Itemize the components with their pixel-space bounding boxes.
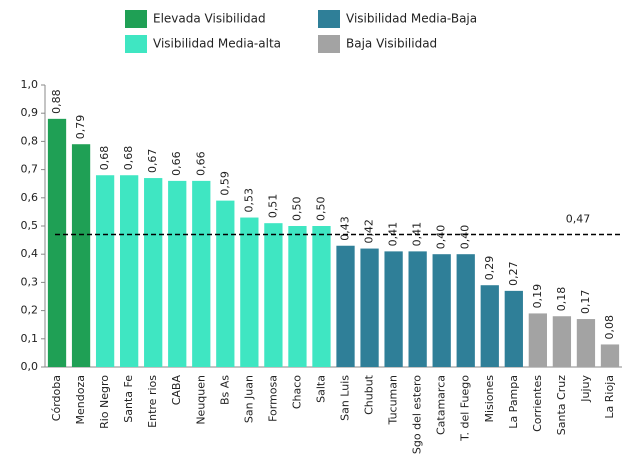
value-label: 0,66 bbox=[170, 151, 183, 176]
bar bbox=[312, 226, 331, 367]
value-label: 0,53 bbox=[242, 188, 255, 213]
x-tick-label: Chubut bbox=[363, 374, 376, 415]
y-tick-label: 0,8 bbox=[21, 134, 39, 147]
value-label: 0,68 bbox=[122, 146, 135, 171]
y-tick-label: 1,0 bbox=[21, 78, 39, 91]
value-label: 0,50 bbox=[290, 197, 303, 222]
x-tick-label: San Luis bbox=[339, 375, 352, 421]
y-tick-label: 0,4 bbox=[21, 247, 39, 260]
bar bbox=[192, 180, 211, 367]
x-tick-label: Santa Fe bbox=[122, 375, 135, 423]
value-label: 0,17 bbox=[579, 290, 592, 315]
x-tick-label: Catamarca bbox=[435, 375, 448, 435]
bar bbox=[336, 245, 355, 367]
bar bbox=[528, 313, 547, 367]
bar bbox=[552, 316, 572, 367]
value-label: 0,27 bbox=[507, 261, 520, 286]
legend-label: Visibilidad Media-alta bbox=[153, 37, 281, 51]
value-label: 0,40 bbox=[459, 225, 472, 250]
bar bbox=[360, 248, 379, 367]
bar bbox=[47, 118, 67, 367]
x-tick-label: Rio Negro bbox=[98, 375, 111, 429]
value-label: 0,50 bbox=[314, 197, 327, 222]
value-label: 0,19 bbox=[531, 284, 544, 309]
bar bbox=[456, 254, 475, 367]
legend-label: Elevada Visibilidad bbox=[153, 12, 266, 26]
bar bbox=[576, 319, 596, 367]
x-tick-label: Formosa bbox=[266, 375, 279, 422]
bar bbox=[600, 344, 620, 367]
x-tick-label: Salta bbox=[314, 375, 327, 403]
legend-swatch bbox=[125, 35, 147, 53]
x-tick-label: Santa Cruz bbox=[555, 375, 568, 435]
x-tick-label: Mendoza bbox=[74, 375, 87, 424]
x-tick-label: Sgo del estero bbox=[411, 375, 424, 454]
y-tick-label: 0,5 bbox=[21, 219, 39, 232]
bar bbox=[240, 217, 259, 367]
x-tick-label: Tucuman bbox=[387, 375, 400, 425]
y-tick-label: 0,2 bbox=[21, 304, 39, 317]
bar bbox=[95, 175, 115, 367]
x-tick-label: La Rioja bbox=[603, 375, 616, 419]
value-label: 0,51 bbox=[266, 194, 279, 219]
value-label: 0,66 bbox=[194, 151, 207, 176]
value-label: 0,29 bbox=[483, 256, 496, 281]
bar bbox=[432, 254, 451, 367]
bar bbox=[71, 144, 91, 367]
bar bbox=[504, 290, 523, 367]
legend-swatch bbox=[318, 35, 340, 53]
bar bbox=[120, 175, 139, 367]
value-label: 0,59 bbox=[218, 171, 231, 196]
x-tick-label: Corrientes bbox=[531, 375, 544, 432]
bar bbox=[216, 200, 235, 367]
value-label: 0,43 bbox=[339, 216, 352, 241]
bar bbox=[168, 180, 187, 367]
y-tick-label: 0,7 bbox=[21, 163, 39, 176]
bar bbox=[408, 251, 427, 367]
value-label: 0,40 bbox=[435, 225, 448, 250]
value-label: 0,08 bbox=[603, 315, 616, 340]
bar bbox=[144, 178, 163, 367]
x-tick-label: Jujuy bbox=[579, 375, 592, 403]
value-label: 0,42 bbox=[363, 219, 376, 244]
bar bbox=[384, 251, 403, 367]
value-label: 0,18 bbox=[555, 287, 568, 312]
y-tick-label: 0,3 bbox=[21, 275, 39, 288]
legend-label: Baja Visibilidad bbox=[346, 37, 437, 51]
x-tick-label: Chaco bbox=[290, 375, 303, 409]
value-label: 0,67 bbox=[146, 149, 159, 174]
legend-label: Visibilidad Media-Baja bbox=[346, 12, 477, 26]
value-label: 0,88 bbox=[50, 89, 63, 114]
x-tick-label: Neuquen bbox=[194, 375, 207, 425]
y-tick-label: 0,9 bbox=[21, 106, 39, 119]
x-tick-label: Misiones bbox=[483, 375, 496, 423]
value-label: 0,68 bbox=[98, 146, 111, 170]
value-label: 0,79 bbox=[74, 115, 87, 140]
x-tick-label: San Juan bbox=[242, 375, 255, 423]
bar bbox=[264, 223, 283, 367]
x-tick-label: Bs As bbox=[218, 375, 231, 405]
y-tick-label: 0,6 bbox=[21, 191, 39, 204]
x-tick-label: CABA bbox=[170, 375, 183, 406]
y-tick-label: 0,0 bbox=[21, 360, 39, 373]
reference-label: 0,47 bbox=[566, 212, 591, 225]
x-tick-label: Entre rios bbox=[146, 375, 159, 428]
legend-swatch bbox=[125, 10, 147, 28]
y-tick-label: 0,1 bbox=[21, 332, 39, 345]
x-tick-label: Córdoba bbox=[50, 375, 63, 421]
bar bbox=[480, 285, 499, 367]
x-tick-label: La Pampa bbox=[507, 375, 520, 429]
x-tick-label: T. del Fuego bbox=[459, 375, 472, 442]
legend-swatch bbox=[318, 10, 340, 28]
bar bbox=[288, 226, 307, 367]
